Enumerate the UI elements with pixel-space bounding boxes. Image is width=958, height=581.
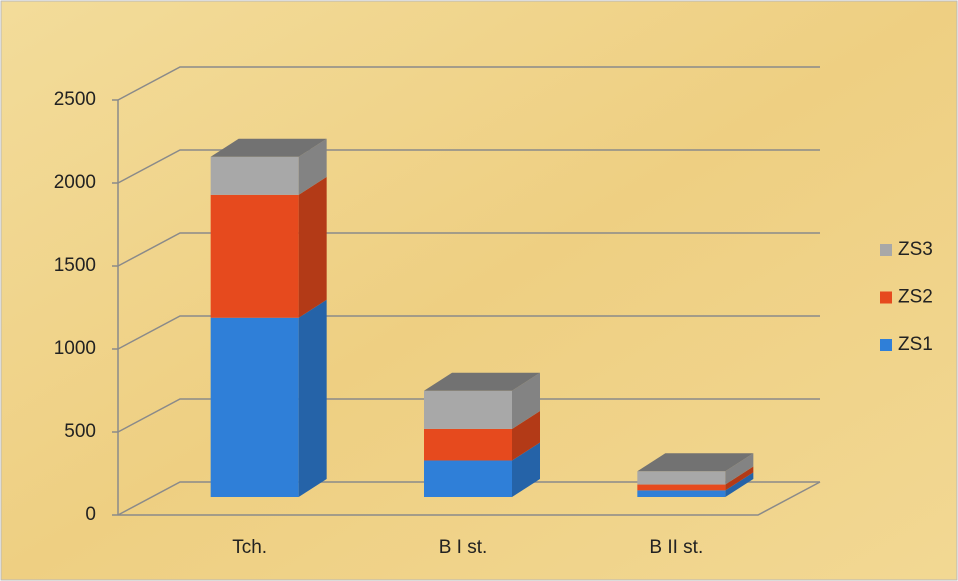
bar-top: [424, 372, 540, 391]
x-tick-label: B II st.: [649, 537, 703, 558]
bar-side: [512, 372, 540, 429]
y-tick-label: 0: [85, 504, 96, 525]
bar-segment: [637, 490, 726, 497]
bar-side: [725, 466, 754, 491]
bar-top: [210, 138, 327, 157]
legend-swatch: [880, 291, 892, 304]
grid-line: [117, 149, 820, 184]
floor-edge: [118, 481, 821, 516]
bar-side: [298, 138, 327, 195]
x-tick-label: Tch.: [232, 537, 267, 558]
bar-segment: [637, 484, 726, 491]
legend-swatch: [880, 339, 892, 351]
bar-side: [725, 453, 754, 485]
bar-segment: [210, 156, 299, 195]
bar-segment: [637, 471, 726, 485]
y-tick-label: 2000: [54, 172, 96, 193]
y-tick-label: 1500: [54, 255, 96, 276]
bar-side: [512, 442, 540, 497]
legend-label: ZS1: [898, 334, 933, 355]
bar-segment: [210, 194, 299, 318]
legend-swatch: [880, 244, 892, 256]
bar-side: [725, 472, 754, 497]
legend-label: ZS2: [898, 287, 933, 308]
grid-line: [117, 232, 820, 267]
bar-side: [512, 410, 540, 461]
y-tick-label: 2500: [54, 89, 96, 110]
grid-line: [117, 398, 820, 433]
bar-side: [298, 299, 327, 497]
bar-top: [637, 453, 754, 472]
y-tick-label: 500: [64, 421, 96, 442]
grid-line: [117, 315, 820, 350]
bar-segment: [424, 390, 512, 429]
x-tick-label: B I st.: [439, 537, 488, 558]
bar-segment: [210, 317, 299, 497]
bar-segment: [424, 428, 512, 461]
legend-label: ZS3: [898, 239, 933, 260]
y-tick-label: 1000: [54, 338, 96, 359]
bar-segment: [424, 460, 512, 497]
bar-side: [298, 176, 327, 318]
grid-line: [117, 66, 820, 101]
grid-line: [117, 481, 820, 516]
